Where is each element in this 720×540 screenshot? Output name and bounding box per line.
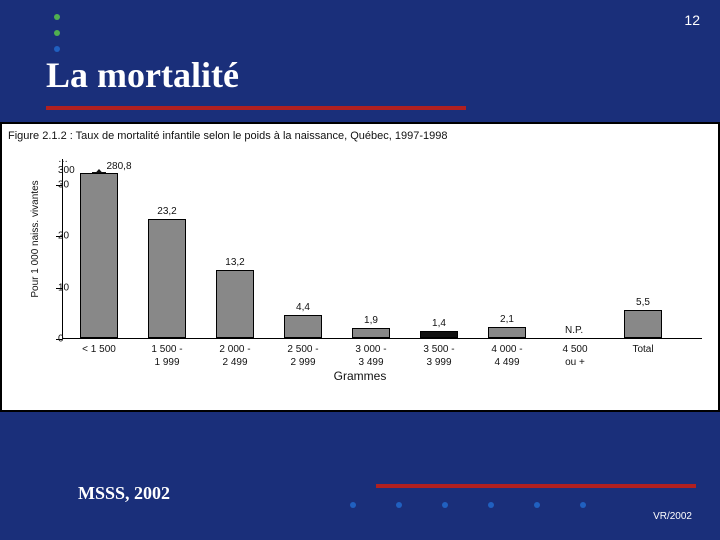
bar [284,315,322,338]
page-number: 12 [684,12,700,28]
x-category-label: 4 500ou + [562,344,587,369]
x-category-label: 1 500 -1 999 [151,344,182,369]
bar [488,327,526,338]
x-category-label: 3 000 -3 499 [355,344,386,369]
slide-title: La mortalité [46,54,239,96]
title-underline [46,106,466,110]
bar [80,173,118,338]
bar-value-label: 1,4 [432,318,446,329]
bar [420,331,458,338]
deco-dot-icon [54,46,60,52]
bar-value-label: 280,8 [106,161,131,172]
bar-value-label: 5,5 [636,297,650,308]
x-category-label: 4 000 -4 499 [491,344,522,369]
bar-value-label: 13,2 [225,257,244,268]
deco-dot-icon [54,14,60,20]
deco-dot-icon [350,502,356,508]
x-category-label: 3 500 -3 999 [423,344,454,369]
x-category-label: 2 500 -2 999 [287,344,318,369]
bar-value-label: 23,2 [157,206,176,217]
deco-dot-icon [54,30,60,36]
footer-red-bar [376,484,696,488]
decorative-bullets-bottom [350,502,586,508]
bar [148,219,186,338]
footer-code: VR/2002 [653,511,692,522]
deco-dot-icon [580,502,586,508]
figure-panel: Figure 2.1.2 : Taux de mortalité infanti… [0,122,720,412]
deco-dot-icon [488,502,494,508]
x-category-label: Total [632,344,653,357]
x-category-label: < 1 500 [82,344,116,357]
deco-dot-icon [442,502,448,508]
deco-dot-icon [396,502,402,508]
x-axis-label: Grammes [2,369,718,383]
bar [624,310,662,338]
bar-value-label: 1,9 [364,315,378,326]
source-citation: MSSS, 2002 [78,483,170,504]
np-label: N.P. [565,325,583,336]
x-category-label: 2 000 -2 499 [219,344,250,369]
chart-plot-area: 0102030…300280,8< 1 50023,21 500 -1 9991… [62,159,702,339]
x-axis-line [62,338,702,339]
deco-dot-icon [534,502,540,508]
figure-caption: Figure 2.1.2 : Taux de mortalité infanti… [8,130,447,142]
slide-root: 12 La mortalité Figure 2.1.2 : Taux de m… [0,0,720,540]
bar [216,270,254,338]
bar-value-label: 4,4 [296,302,310,313]
bar-value-label: 2,1 [500,314,514,325]
bar [352,328,390,338]
y-axis-label: Pour 1 000 naiss. vivantes [30,164,41,314]
